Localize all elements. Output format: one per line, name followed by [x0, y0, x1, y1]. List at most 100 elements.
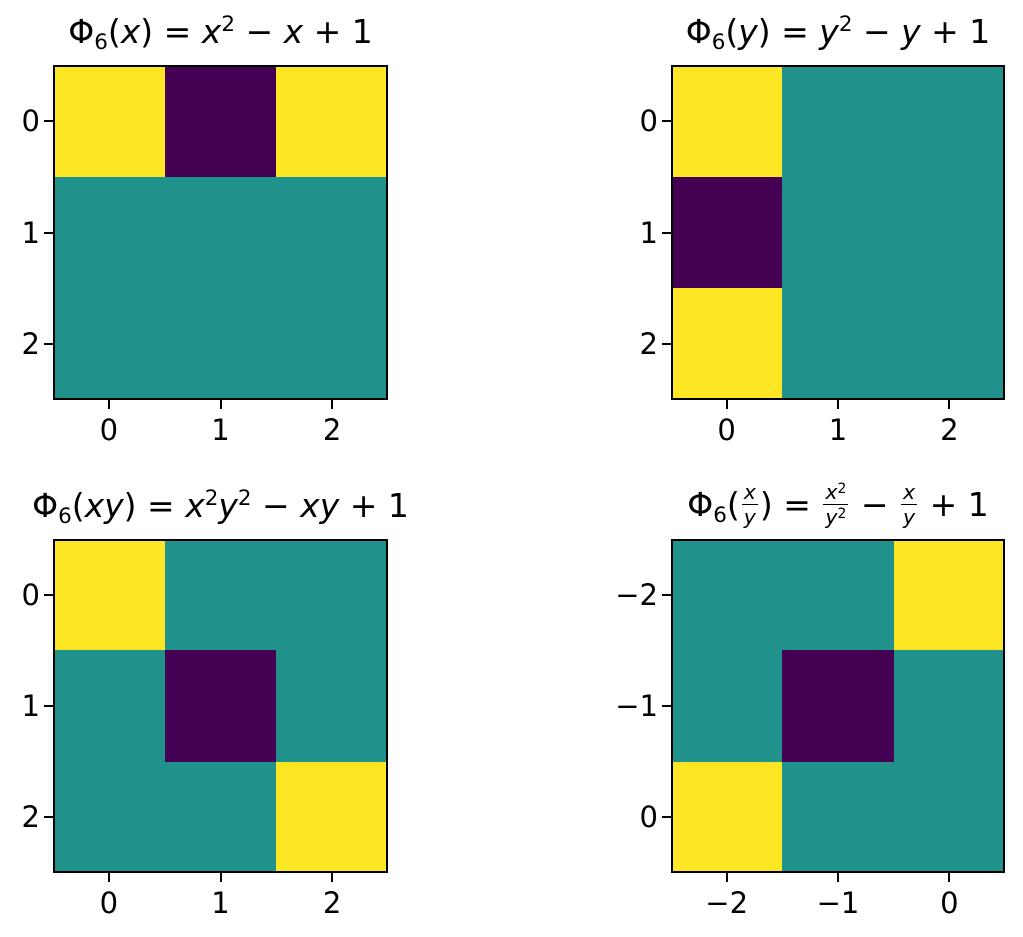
y-tick-mark [662, 119, 671, 122]
y-tick-label: 1 [21, 689, 40, 723]
heatmap-cell [671, 65, 783, 177]
x-tick-mark [107, 400, 110, 409]
x-tick-label: 0 [99, 413, 119, 447]
x-tick-label: 2 [322, 413, 342, 447]
y-tick-label: −1 [615, 689, 658, 723]
heatmap-cell [782, 288, 894, 400]
subplot-title: Φ6(x) = x2 − x + 1 [68, 12, 373, 56]
x-tick-mark [948, 873, 951, 882]
y-tick-mark [44, 231, 53, 234]
x-tick-mark [219, 400, 222, 409]
heatmap-grid [53, 65, 388, 400]
y-tick-label: 2 [21, 800, 40, 835]
x-tick-mark [837, 873, 839, 882]
x-tick-label: −2 [705, 886, 749, 920]
y-tick-label: 0 [639, 103, 658, 138]
heatmap-cell [164, 65, 277, 177]
heatmap-cell [164, 761, 277, 873]
heatmap-cell [671, 761, 783, 873]
heatmap-cell [164, 539, 277, 651]
heatmap-cell [893, 650, 1005, 762]
y-tick-mark [662, 343, 671, 346]
y-tick-mark [662, 593, 671, 596]
heatmap-grid [53, 539, 388, 873]
y-tick-label: 0 [639, 800, 658, 835]
x-tick-label: 0 [717, 413, 736, 447]
y-tick-mark [662, 816, 671, 819]
heatmap-cell [276, 761, 388, 873]
subplot-phi6-x: Φ6(x) = x2 − x + 1 0 1 2 0 1 2 [22, 13, 388, 447]
heatmap-cell [671, 539, 783, 651]
y-tick-mark [44, 343, 53, 346]
heatmap-grid [671, 539, 1005, 873]
heatmap-cell [276, 288, 388, 400]
heatmap-cell [53, 65, 165, 177]
heatmap-cell [53, 761, 165, 873]
x-tick-label: 1 [211, 413, 230, 447]
heatmap-cell [671, 650, 783, 762]
heatmap-cell [671, 176, 783, 289]
fraction: x2 y2 [823, 479, 849, 529]
heatmap-cell [276, 65, 388, 177]
heatmap-cell [893, 176, 1005, 289]
x-tick-label: 0 [940, 886, 959, 920]
heatmap-cell [782, 650, 894, 762]
x-tick-mark [948, 400, 951, 409]
x-tick-mark [725, 873, 728, 882]
y-tick-mark [44, 119, 53, 122]
x-tick-label: 2 [322, 886, 342, 920]
x-tick-label: 1 [828, 413, 848, 447]
y-tick-mark [662, 705, 671, 707]
y-tick-mark [44, 816, 53, 819]
y-tick-mark [44, 593, 53, 596]
heatmap-cell [893, 539, 1005, 651]
x-tick-label: 2 [940, 413, 959, 447]
x-tick-mark [725, 400, 728, 409]
y-tick-mark [44, 705, 53, 707]
subplot-phi6-y: Φ6(y) = y2 − y + 1 0 1 2 0 1 2 [640, 13, 1005, 447]
heatmap-cell [53, 539, 165, 651]
heatmap-cell [782, 176, 894, 289]
x-tick-label: 0 [99, 886, 119, 920]
y-tick-label: 1 [639, 215, 658, 250]
y-tick-label: −2 [615, 577, 658, 612]
heatmap-grid [671, 65, 1005, 400]
heatmap-cell [782, 761, 894, 873]
subplot-title: Φ6(y) = y2 − y + 1 [685, 12, 991, 56]
heatmap-cell [276, 539, 388, 651]
y-tick-label: 1 [21, 215, 40, 250]
heatmap-cell [782, 539, 894, 651]
x-tick-label: −1 [816, 886, 860, 920]
y-tick-label: 2 [639, 327, 658, 362]
heatmap-cell [53, 176, 165, 289]
heatmap-cell [164, 176, 277, 289]
x-tick-mark [219, 873, 222, 882]
subplot-title: Φ6(xy) = x2y2 − xy + 1 [32, 486, 409, 530]
y-tick-label: 0 [21, 103, 40, 138]
y-tick-mark [662, 231, 671, 234]
heatmap-cell [53, 650, 165, 762]
x-tick-label: 1 [211, 886, 230, 920]
heatmap-cell [53, 288, 165, 400]
heatmap-cell [893, 65, 1005, 177]
x-tick-mark [331, 873, 334, 882]
heatmap-cell [164, 288, 277, 400]
heatmap-cell [782, 65, 894, 177]
heatmap-cell [893, 761, 1005, 873]
heatmap-cell [276, 176, 388, 289]
x-tick-mark [837, 400, 839, 409]
x-tick-mark [331, 400, 334, 409]
y-tick-label: 0 [21, 577, 40, 612]
heatmap-cell [671, 288, 783, 400]
heatmap-cell [893, 288, 1005, 400]
subplot-phi6-xy: Φ6(xy) = x2y2 − xy + 1 0 1 2 0 1 2 [22, 487, 409, 920]
y-tick-label: 2 [21, 327, 40, 362]
x-tick-mark [107, 873, 110, 882]
heatmap-cell [276, 650, 388, 762]
heatmap-cell [164, 650, 277, 762]
